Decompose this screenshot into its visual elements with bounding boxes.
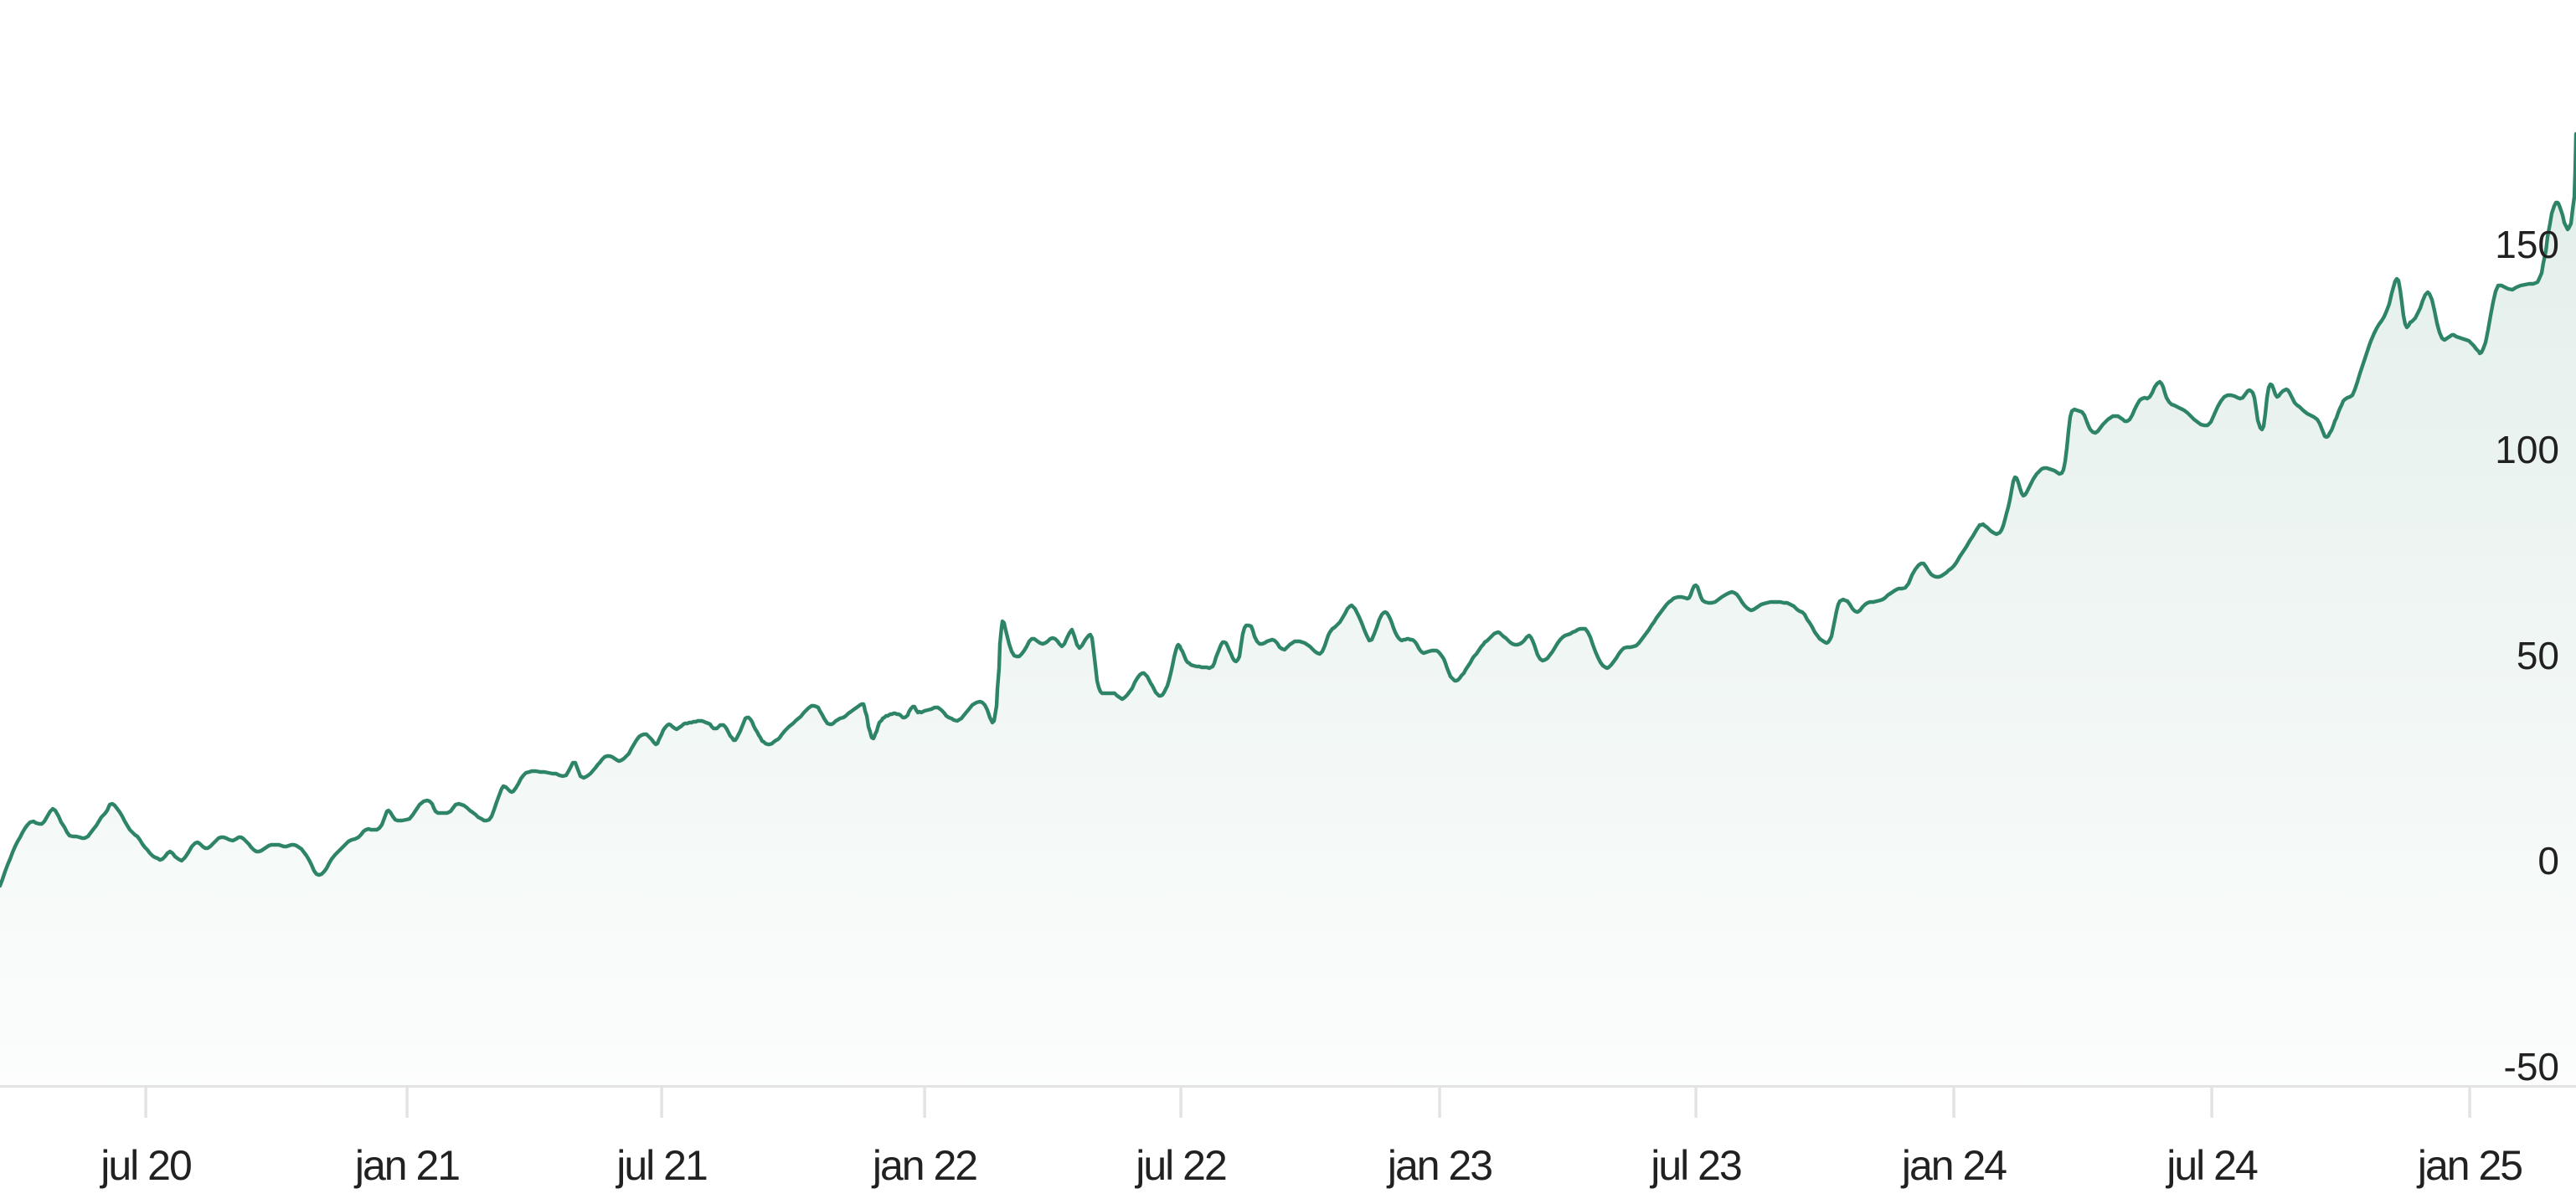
svg-text:50: 50 [2517,634,2559,677]
svg-text:jan 23: jan 23 [1386,1142,1492,1189]
svg-text:-50: -50 [2504,1045,2559,1088]
svg-text:jul 22: jul 22 [1134,1142,1226,1189]
svg-text:0: 0 [2537,839,2559,882]
svg-text:jan 22: jan 22 [871,1142,976,1189]
svg-text:jan 21: jan 21 [353,1142,459,1189]
svg-text:jul 24: jul 24 [2165,1142,2258,1189]
svg-text:jan 24: jan 24 [1900,1142,2007,1189]
svg-text:100: 100 [2495,428,2559,471]
svg-text:150: 150 [2495,223,2559,266]
svg-text:jan 25: jan 25 [2416,1142,2522,1189]
svg-text:jul 21: jul 21 [615,1142,707,1189]
svg-text:jul 23: jul 23 [1649,1142,1741,1189]
svg-text:jul 20: jul 20 [99,1142,191,1189]
